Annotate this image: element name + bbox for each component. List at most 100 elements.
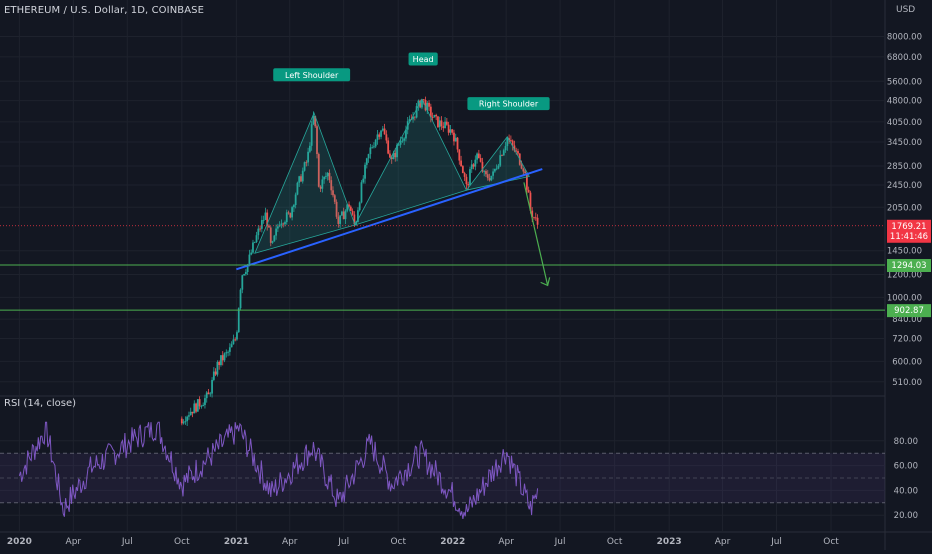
candle-body [442, 126, 445, 129]
candle-body [522, 168, 525, 172]
candle-body [422, 99, 425, 100]
price-tick-label: 600.00 [892, 357, 922, 367]
candle-body [346, 204, 349, 211]
candle-body [373, 146, 375, 148]
candle-body [524, 171, 527, 174]
candle-body [342, 211, 345, 220]
candle-body [337, 216, 340, 224]
candle-body [403, 138, 406, 141]
candle-body [394, 152, 397, 158]
candle-body [198, 399, 201, 407]
support-1-label-bg [887, 258, 931, 272]
time-tick-label: Jul [554, 537, 566, 547]
axes: 2020 Apr Jul Oct 2021 Apr Jul Oct 2022 Apr Jul Oct 2… [7, 33, 931, 547]
time-tick-label: Jul [337, 537, 349, 547]
candle-body [362, 178, 365, 183]
candle-body [255, 235, 258, 242]
candle-body [180, 418, 183, 424]
candle-body [209, 393, 212, 395]
time-tick-label: Oct [823, 537, 839, 547]
candle-body [369, 147, 372, 155]
candle-body [204, 398, 206, 405]
candle-body [188, 415, 190, 417]
candle-body [456, 137, 459, 150]
candle-body [262, 219, 265, 221]
price-tick-label: 6800.00 [887, 53, 922, 63]
candle-body [438, 120, 441, 128]
time-tick-label: Apr [66, 537, 82, 547]
candle-body [493, 168, 496, 172]
candle-body [453, 132, 455, 142]
candle-body [275, 228, 277, 236]
rsi-pane[interactable] [0, 421, 885, 519]
candle-body [476, 153, 478, 160]
candle-body [212, 371, 215, 380]
candles [180, 96, 539, 426]
candle-body [533, 217, 535, 219]
candle-body [266, 212, 269, 226]
candle-body [324, 176, 327, 178]
candle-body [260, 220, 263, 229]
candle-body [300, 176, 302, 182]
candle-body [431, 117, 434, 119]
candle-body [515, 150, 518, 152]
currency-label: USD [896, 5, 916, 15]
candle-body [236, 332, 238, 340]
rsi-line [18, 421, 539, 519]
candle-body [397, 144, 400, 146]
time-tick-label: Oct [174, 537, 190, 547]
candle-body [486, 174, 489, 179]
candle-body [421, 99, 423, 108]
candle-body [529, 192, 532, 211]
price-pane[interactable]: Left Shoulder Head Right Shoulder [0, 52, 885, 426]
candle-body [348, 204, 350, 207]
price-tick-label: 5600.00 [887, 77, 922, 87]
time-tick-label: Oct [607, 537, 623, 547]
candle-body [276, 226, 279, 229]
candle-body [248, 254, 251, 265]
candle-body [492, 171, 494, 176]
price-tick-label: 4050.00 [887, 118, 922, 128]
candle-body [483, 171, 486, 172]
candle-body [223, 353, 226, 361]
head-label: Head [413, 55, 434, 64]
candle-body [237, 308, 240, 333]
support-2-label: 902.87 [894, 306, 924, 316]
candle-body [211, 379, 213, 394]
price-tick-label: 4800.00 [887, 97, 922, 107]
candle-body [435, 114, 438, 117]
candle-body [307, 151, 310, 163]
projection-arrow [523, 182, 549, 286]
time-tick-label: Apr [282, 537, 298, 547]
current-price-label: 1769.21 [891, 222, 926, 232]
candle-body [424, 99, 427, 111]
time-tick-label: Apr [498, 537, 514, 547]
candle-body [461, 166, 464, 174]
time-tick-label: Oct [390, 537, 406, 547]
candle-body [408, 119, 411, 122]
projection-arrowhead [540, 277, 551, 287]
time-tick-label: Jul [121, 537, 133, 547]
candle-body [326, 172, 329, 177]
candle-body [321, 179, 324, 189]
chart-title: ETHEREUM / U.S. Dollar, 1D, COINBASE [4, 5, 205, 16]
time-tick-label: Jul [770, 537, 782, 547]
candle-body [365, 158, 368, 165]
candle-body [332, 190, 334, 196]
candle-body [230, 344, 233, 348]
candle-body [376, 134, 379, 140]
candle-body [298, 176, 301, 183]
price-tick-label: 3450.00 [887, 138, 922, 148]
candle-body [378, 134, 381, 137]
candle-body [214, 371, 217, 375]
time-tick-label: 2022 [440, 537, 465, 547]
candle-body [525, 173, 528, 190]
rsi-tick-label: 80.00 [894, 437, 918, 447]
candle-body [220, 355, 222, 366]
support-2-label-bg [887, 304, 931, 318]
candle-body [474, 159, 477, 167]
candle-body [239, 289, 242, 309]
